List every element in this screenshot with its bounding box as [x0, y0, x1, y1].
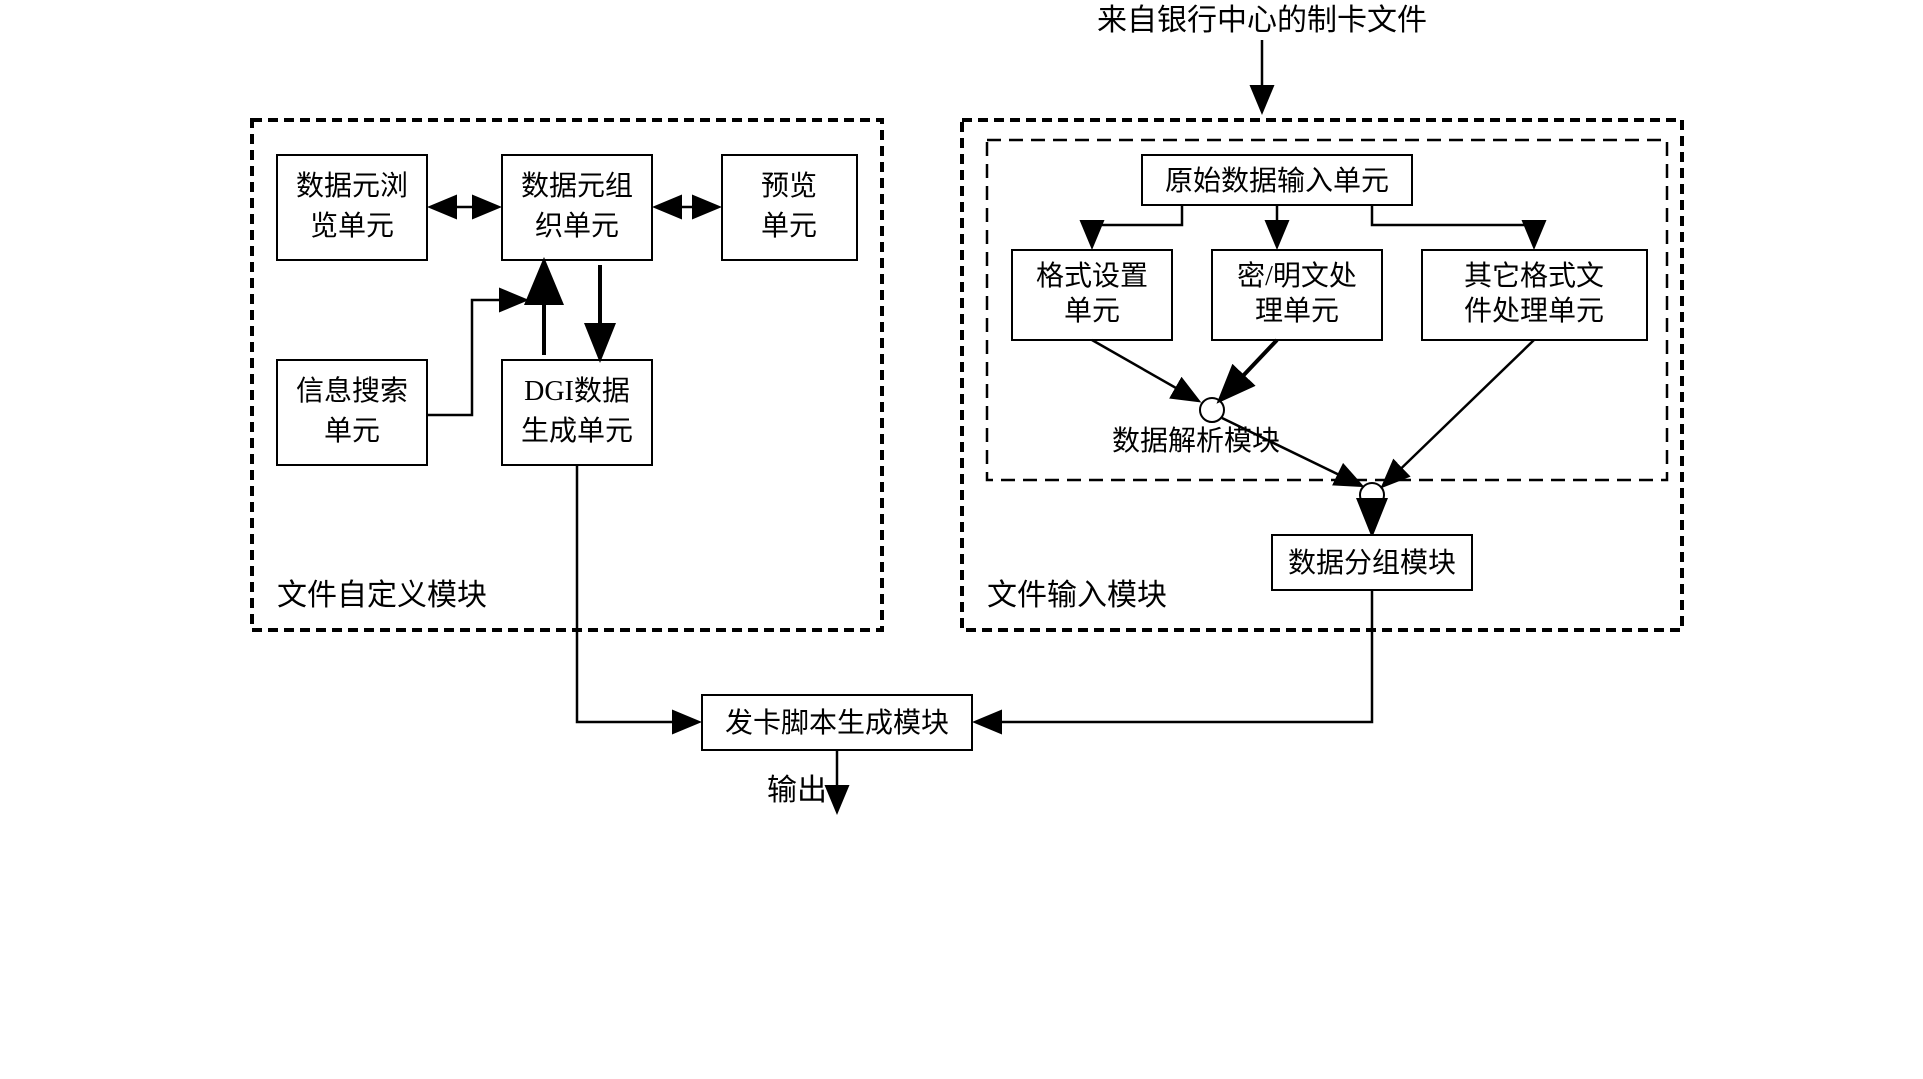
arrow-format-to-c1	[1092, 340, 1197, 400]
output-label: 输出	[767, 774, 827, 807]
merge-circle-1	[1200, 398, 1224, 422]
flowchart-diagram: 来自银行中心的制卡文件 文件自定义模块 数据元浏 览单元 数据元组 织单元 预览…	[222, 0, 1702, 830]
merge-circle-2	[1360, 483, 1384, 507]
node-other-line1: 其它格式文	[1463, 260, 1603, 292]
node-organize-line2: 织单元	[534, 210, 618, 242]
node-other-line2: 件处理单元	[1463, 295, 1603, 327]
node-dgi-line2: 生成单元	[520, 415, 632, 447]
node-cipher-line1: 密/明文处	[1237, 260, 1357, 292]
arrow-raw-to-other	[1372, 205, 1534, 245]
node-browse-line1: 数据元浏	[295, 170, 407, 202]
left-module-label: 文件自定义模块	[277, 579, 487, 612]
arrow-other-to-c2	[1384, 340, 1534, 485]
node-search-line1: 信息搜索	[295, 375, 407, 407]
top-input-label: 来自银行中心的制卡文件	[1097, 4, 1427, 37]
node-group-label: 数据分组模块	[1287, 547, 1455, 579]
node-preview-line2: 单元	[760, 210, 816, 242]
node-organize-line1: 数据元组	[520, 170, 632, 202]
arrow-cipher-to-c1	[1222, 340, 1277, 398]
node-dgi-line1: DGI数据	[524, 375, 630, 407]
arrow-dgi-to-script	[577, 465, 697, 722]
node-search-line2: 单元	[323, 415, 379, 447]
node-format-line2: 单元	[1063, 295, 1119, 327]
node-raw-input-label: 原始数据输入单元	[1164, 165, 1388, 197]
node-script-gen-label: 发卡脚本生成模块	[724, 707, 948, 739]
node-format-line1: 格式设置	[1035, 260, 1147, 292]
node-browse-line2: 览单元	[309, 210, 393, 242]
parse-module-label: 数据解析模块	[1112, 425, 1280, 457]
right-module-label: 文件输入模块	[987, 579, 1167, 612]
node-cipher-line2: 理单元	[1254, 295, 1338, 327]
node-preview-line1: 预览	[760, 170, 816, 202]
arrow-raw-to-format	[1092, 205, 1182, 245]
